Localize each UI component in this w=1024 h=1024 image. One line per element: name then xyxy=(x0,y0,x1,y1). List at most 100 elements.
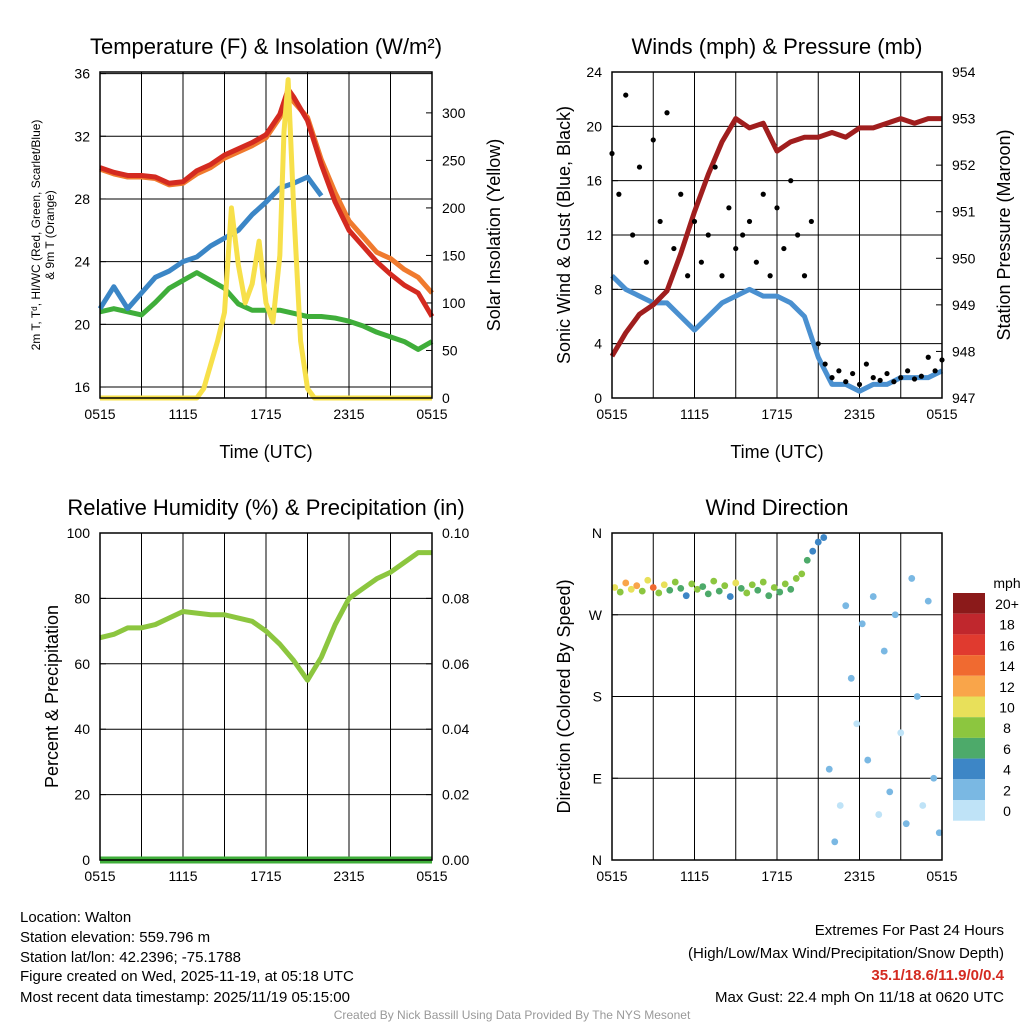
wind-direction-point xyxy=(743,589,751,597)
gust-point xyxy=(774,205,780,211)
y2-tick-label: 951 xyxy=(952,204,976,220)
gust-point xyxy=(781,245,787,252)
gust-point xyxy=(863,361,869,367)
y-tick-label: 32 xyxy=(74,128,90,144)
wind-direction-point xyxy=(798,570,806,578)
wind-direction-point xyxy=(748,581,756,589)
x-tick-label: 1715 xyxy=(250,406,281,422)
y2-tick-label: 950 xyxy=(952,250,976,266)
y-tick-label: 20 xyxy=(74,316,90,332)
x-tick-label: 1115 xyxy=(168,868,197,884)
y2-tick-label: 0.00 xyxy=(442,852,469,868)
y2-tick-label: 954 xyxy=(952,64,976,80)
x-tick-label: 1715 xyxy=(250,868,281,884)
colorbar-label: 16 xyxy=(999,637,1015,653)
wind-direction-point xyxy=(644,576,652,584)
gust-point xyxy=(630,232,636,238)
y2-tick-label: 0.06 xyxy=(442,656,469,672)
wind-direction-point xyxy=(759,578,767,586)
y-tick-label: 24 xyxy=(586,64,602,80)
colorbar-label: 6 xyxy=(1003,741,1011,757)
gust-point xyxy=(726,205,732,211)
colorbar-swatch xyxy=(953,696,985,718)
x-tick-label: 0515 xyxy=(416,406,447,422)
y2-tick-label: 50 xyxy=(442,342,458,358)
colorbar-label: 8 xyxy=(1003,720,1011,736)
wind-direction-point xyxy=(688,580,696,588)
wind-direction-point xyxy=(776,588,784,596)
colorbar-swatch xyxy=(953,613,985,635)
wind-direction-point xyxy=(781,580,789,588)
wind-direction-point xyxy=(803,556,811,564)
wind-direction-point xyxy=(622,579,630,587)
y-tick-label: 40 xyxy=(74,721,90,737)
gust-point xyxy=(850,370,856,377)
x-tick-label: 0515 xyxy=(596,406,627,422)
wind-direction-point xyxy=(869,593,877,600)
wind-direction-point xyxy=(924,597,932,605)
gust-point xyxy=(877,377,883,383)
wind-direction-point xyxy=(908,575,916,582)
x-tick-label: 2315 xyxy=(333,406,364,422)
colorbar-label: 10 xyxy=(999,700,1015,716)
gust-point xyxy=(746,218,753,225)
wind-direction-point xyxy=(737,585,745,592)
wind-direction-point xyxy=(836,802,844,809)
x-tick-label: 1115 xyxy=(168,406,197,422)
wind-direction-point xyxy=(660,581,668,589)
y2-tick-label: 952 xyxy=(952,157,976,173)
wind-direction-point xyxy=(886,788,894,796)
y-axis-label: Sonic Wind & Gust (Blue, Black) xyxy=(554,106,574,364)
gust-point xyxy=(643,259,649,265)
y-axis-label: Percent & Precipitation xyxy=(42,605,62,788)
plot-frame xyxy=(99,71,433,399)
wind-direction-point xyxy=(897,729,905,737)
wind-direction-point xyxy=(627,585,635,593)
gust-point xyxy=(808,218,814,225)
gust-point xyxy=(650,137,656,143)
wind-direction-point xyxy=(649,584,657,591)
colorbar-label: 14 xyxy=(999,658,1015,674)
wind-direction-point xyxy=(875,811,883,818)
2m-t-line xyxy=(99,86,435,318)
wind-direction-point xyxy=(655,589,663,597)
gust-point xyxy=(760,191,766,197)
footer-created: Figure created on Wed, 2025-11-19, at 05… xyxy=(20,968,354,985)
wind-direction-point xyxy=(721,582,729,590)
gust-point xyxy=(740,232,746,238)
colorbar-swatch xyxy=(953,800,985,821)
gust-point xyxy=(616,191,622,197)
gust-point xyxy=(753,259,759,265)
gust-point xyxy=(623,92,629,98)
gust-point xyxy=(905,368,911,374)
y-tick-label: 20 xyxy=(74,787,90,803)
x-tick-label: 0515 xyxy=(926,868,957,884)
wind-direction-point xyxy=(809,547,817,555)
gust-point xyxy=(801,273,808,279)
plot-frame xyxy=(611,532,943,861)
wind-direction-point xyxy=(638,587,646,595)
wind-direction-point xyxy=(611,584,619,591)
y-axis-label-line2: & 9m T (Orange) xyxy=(43,190,57,280)
y2-tick-label: 0 xyxy=(442,390,450,406)
wind-direction-point xyxy=(704,590,712,598)
y-tick-label: 0 xyxy=(82,852,90,868)
max-gust: Max Gust: 22.4 mph On 11/18 at 0620 UTC xyxy=(715,989,1004,1006)
x-tick-label: 2315 xyxy=(844,868,875,884)
y-tick-label: 20 xyxy=(586,118,602,134)
chart-title: Relative Humidity (%) & Precipitation (i… xyxy=(67,495,464,520)
wind-direction-point xyxy=(880,647,888,655)
wind-direction-point xyxy=(814,538,822,546)
x-tick-label: 1115 xyxy=(680,406,709,422)
colorbar-title: mph xyxy=(993,575,1020,591)
gust-point xyxy=(856,381,863,388)
sonic-wind-line xyxy=(610,273,944,394)
wind-direction-point xyxy=(891,611,899,619)
y2-tick-label: 953 xyxy=(952,111,976,127)
gust-point xyxy=(664,110,670,116)
gust-point xyxy=(671,245,677,252)
x-tick-label: 1715 xyxy=(761,406,792,422)
y-axis-label: 2m T, Tᵈ, HI/WC (Red, Green, Scarlet/Blu… xyxy=(29,120,43,351)
y-tick-label: 100 xyxy=(67,525,91,541)
